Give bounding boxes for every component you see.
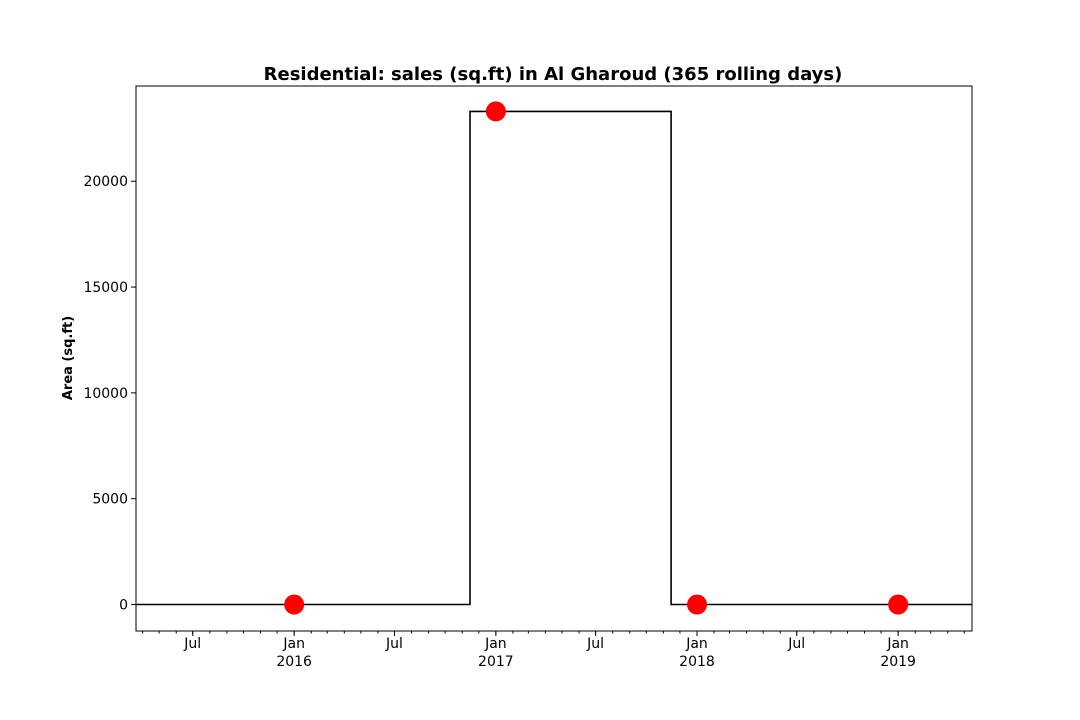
data-point-marker: [687, 594, 708, 615]
y-tick-label: 20000: [83, 174, 128, 190]
x-tick-label: Jul: [787, 636, 805, 652]
y-axis: 0 5000 10000 15000 20000: [83, 174, 136, 614]
series-layer: [136, 101, 972, 615]
x-tick-year-label: 2019: [880, 654, 916, 670]
x-tick-label: Jan: [685, 636, 708, 652]
step-series-line: [136, 110, 972, 606]
x-tick-year-label: 2017: [478, 654, 514, 670]
y-tick-label: 10000: [83, 386, 128, 402]
y-tick-label: 5000: [92, 492, 128, 508]
x-tick-label: Jan: [282, 636, 305, 652]
y-tick-label: 0: [119, 598, 128, 614]
x-tick-label: Jan: [886, 636, 909, 652]
y-tick-label: 15000: [83, 280, 128, 296]
data-point-marker: [888, 594, 909, 615]
data-point-marker: [284, 594, 305, 615]
x-tick-label: Jul: [586, 636, 604, 652]
chart-title: Residential: sales (sq.ft) in Al Gharoud…: [264, 64, 843, 85]
x-tick-label: Jul: [183, 636, 201, 652]
x-tick-label: Jul: [385, 636, 403, 652]
plot-area-frame: [135, 85, 973, 632]
x-tick-label: Jan: [484, 636, 507, 652]
x-tick-year-label: 2016: [276, 654, 312, 670]
data-point-marker: [485, 101, 506, 122]
y-axis-label: Area (sq.ft): [61, 316, 76, 400]
x-axis: Jul Jan 2016 Jul Jan 2017 Jul Jan 2018 Jul Jan 2019: [142, 631, 965, 670]
x-tick-year-label: 2018: [679, 654, 715, 670]
